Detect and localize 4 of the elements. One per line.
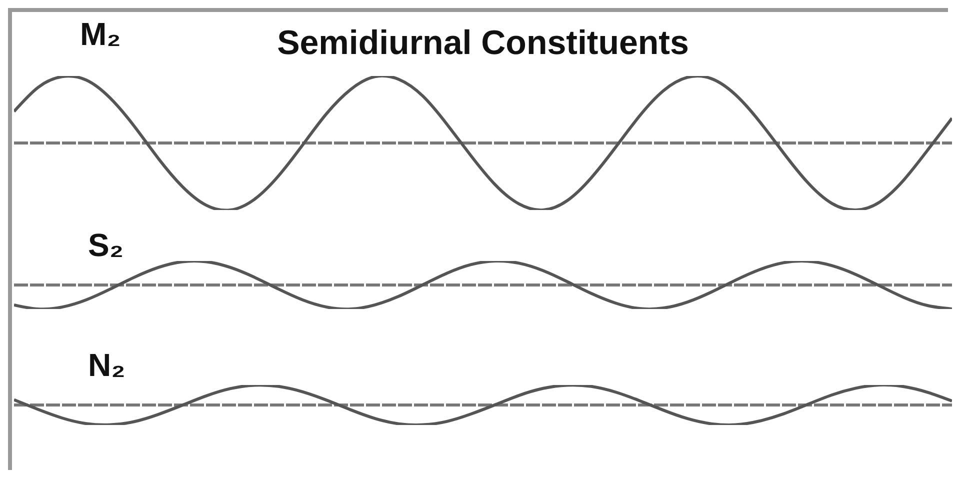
- series-label: N₂: [88, 347, 126, 383]
- series-label: M₂: [80, 16, 121, 52]
- series-label: S₂: [88, 227, 124, 263]
- chart-title: Semidiurnal Constituents: [277, 24, 689, 62]
